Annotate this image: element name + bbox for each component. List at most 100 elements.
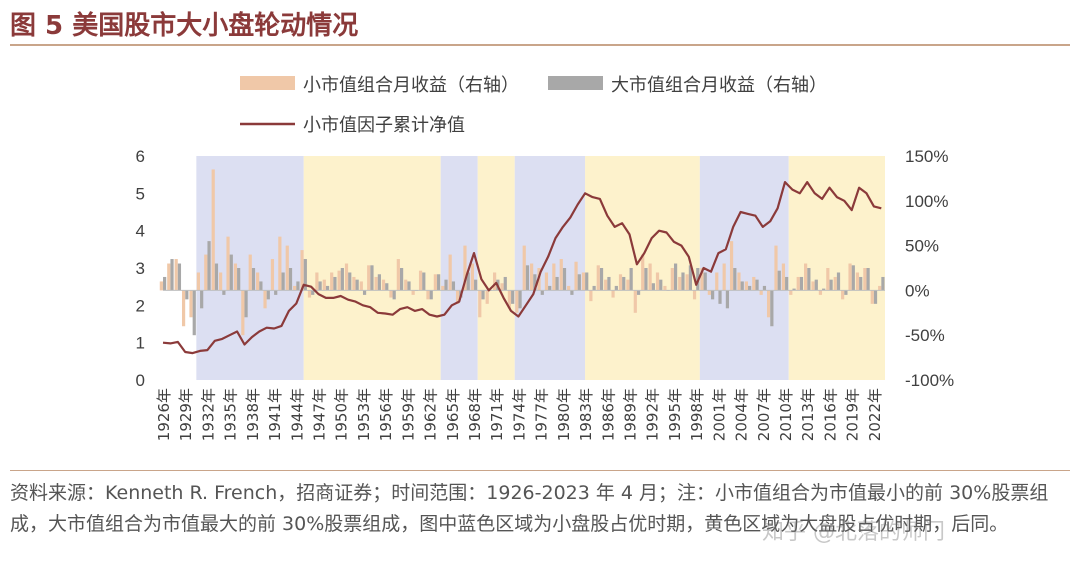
- small-cap-bar: [737, 272, 741, 291]
- large-cap-bar: [562, 268, 567, 291]
- large-cap-bar: [207, 241, 211, 291]
- large-cap-bar: [437, 274, 441, 291]
- large-cap-bar: [718, 290, 722, 304]
- small-cap-bar: [381, 279, 386, 291]
- large-cap-bar: [592, 285, 596, 291]
- small-cap-bar: [804, 263, 808, 291]
- x-tick-label: 1944年: [288, 388, 306, 441]
- large-cap-bar: [399, 268, 404, 291]
- small-cap-bar: [567, 285, 571, 291]
- x-tick-label: 1983年: [577, 388, 595, 441]
- left-tick-label: 2: [136, 296, 145, 315]
- large-cap-bar: [777, 270, 781, 291]
- large-cap-bar: [540, 290, 544, 295]
- small-cap-bar: [241, 290, 245, 336]
- large-cap-bar: [244, 290, 248, 318]
- large-cap-bar: [792, 288, 796, 291]
- large-cap-bar: [755, 279, 759, 291]
- small-cap-bar: [470, 263, 474, 291]
- small-cap-bar: [389, 290, 393, 298]
- right-tick-label: 0%: [905, 281, 930, 300]
- x-tick-label: 1992年: [644, 388, 662, 441]
- large-cap-bar: [622, 276, 626, 291]
- large-cap-bar: [192, 290, 196, 336]
- large-cap-bar: [296, 281, 300, 291]
- small-cap-bar: [655, 272, 660, 291]
- large-cap-bar: [873, 290, 878, 304]
- small-cap-bar: [300, 250, 304, 291]
- small-cap-bar: [374, 276, 378, 291]
- small-cap-bar: [493, 272, 497, 291]
- small-cap-bar: [411, 290, 415, 295]
- large-cap-bar: [333, 276, 337, 291]
- large-cap-bar: [770, 290, 774, 327]
- large-cap-bar: [474, 279, 478, 291]
- x-tick-label: 1956年: [377, 388, 395, 441]
- small-cap-bar: [433, 274, 437, 291]
- large-cap-bar: [259, 281, 263, 291]
- x-tick-label: 1959年: [399, 388, 417, 441]
- large-cap-bar: [222, 290, 226, 295]
- small-cap-bar: [752, 276, 756, 291]
- small-cap-bar: [641, 254, 645, 291]
- large-cap-bar: [303, 259, 307, 291]
- x-tick-label: 2007年: [755, 388, 773, 441]
- large-cap-bar: [673, 263, 678, 291]
- small-cap-bar: [285, 245, 289, 291]
- small-cap-bar: [826, 268, 830, 291]
- period-regions: [196, 156, 885, 380]
- large-cap-bar: [629, 268, 633, 291]
- small-cap-bar: [226, 236, 230, 291]
- large-cap-bar: [370, 265, 374, 291]
- large-cap-bar: [651, 283, 655, 291]
- large-cap-bar: [822, 288, 826, 291]
- small-cap-bar: [441, 285, 445, 291]
- small-cap-bar: [219, 272, 223, 291]
- blue-region: [699, 156, 789, 380]
- series-line: [162, 181, 882, 355]
- x-tick-label: 1974年: [510, 388, 528, 441]
- large-cap-bar: [177, 263, 182, 291]
- small-cap-bar: [811, 281, 815, 291]
- small-cap-bar: [293, 285, 297, 291]
- small-cap-bar: [189, 290, 193, 318]
- large-cap-bar: [866, 268, 870, 291]
- x-tick-label: 1953年: [355, 388, 373, 441]
- legend-label: 小市值组合月收益（右轴）: [303, 75, 519, 96]
- right-tick-label: -100%: [905, 371, 954, 390]
- large-cap-bar: [274, 290, 278, 295]
- small-cap-bar: [841, 290, 845, 300]
- large-cap-bar: [733, 268, 737, 291]
- small-cap-bar: [248, 254, 252, 291]
- small-cap-bar: [256, 272, 260, 291]
- large-cap-bar: [444, 279, 448, 291]
- x-tick-label: 1947年: [311, 388, 329, 441]
- x-tick-label: 2013年: [799, 388, 817, 441]
- left-tick-label: 1: [136, 334, 145, 353]
- small-cap-bar: [863, 268, 867, 291]
- large-cap-bar: [836, 272, 841, 291]
- large-cap-bar: [170, 259, 174, 291]
- left-tick-label: 4: [136, 222, 145, 241]
- x-tick-label: 1962年: [422, 388, 440, 441]
- small-cap-bar: [670, 268, 674, 291]
- right-axis: -100% -50% 0% 50% 100% 150%: [905, 147, 954, 390]
- x-tick-label: 1938年: [244, 388, 262, 441]
- small-cap-bar: [196, 272, 200, 291]
- large-cap-bar: [251, 268, 256, 291]
- left-tick-label: 6: [136, 147, 145, 166]
- small-cap-bar: [870, 290, 874, 304]
- small-cap-bar: [855, 272, 860, 291]
- large-cap-bar: [288, 268, 293, 291]
- title-rule: [10, 44, 1070, 46]
- small-cap-bar: [722, 263, 726, 291]
- small-cap-bar: [500, 283, 504, 291]
- small-cap-bar: [774, 245, 778, 291]
- small-cap-bar: [544, 272, 549, 291]
- watermark: 知乎 @北落的师门: [762, 520, 945, 545]
- source-note: 资料来源：Kenneth R. French，招商证券；时间范围：1926-20…: [10, 482, 1049, 535]
- x-tick-label: 1935年: [222, 388, 240, 441]
- large-cap-bar: [281, 272, 285, 291]
- x-tick-label: 1932年: [199, 388, 217, 441]
- large-cap-bar: [844, 290, 848, 295]
